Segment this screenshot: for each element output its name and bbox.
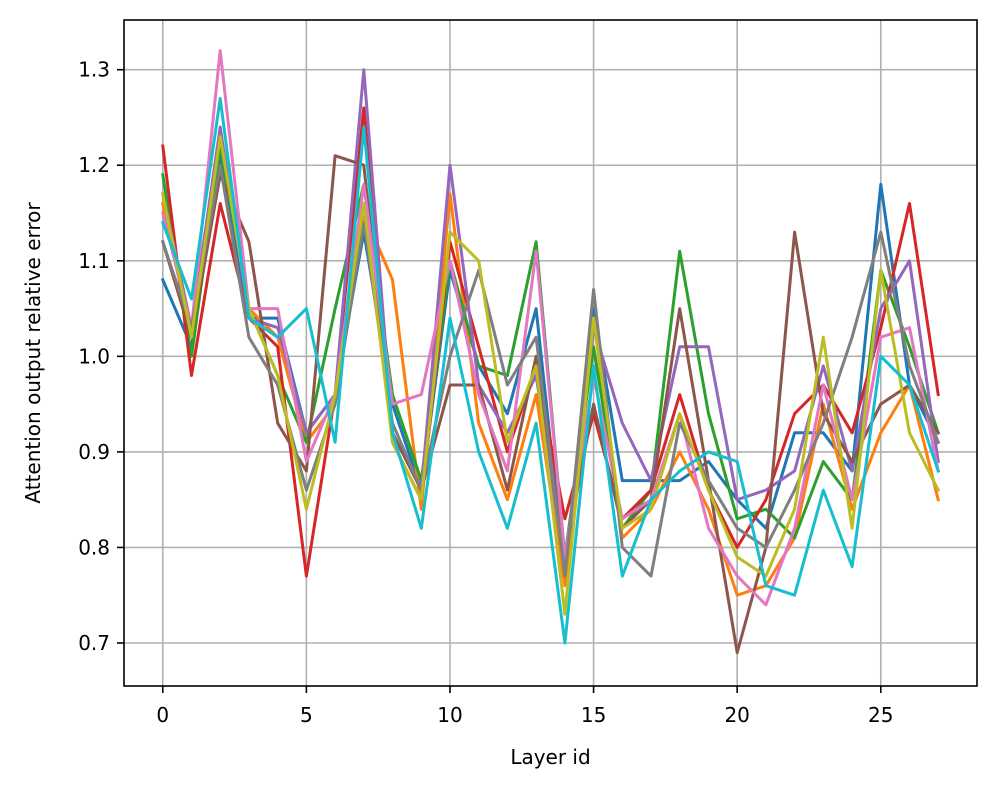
y-tick-label: 1.0 <box>78 344 110 368</box>
y-tick-label: 1.2 <box>78 153 110 177</box>
x-axis-label: Layer id <box>510 745 590 769</box>
series-line-10 <box>160 96 941 645</box>
x-axis: 0 5 10 15 20 25 <box>156 686 894 727</box>
plot-frame <box>123 19 978 687</box>
x-tick-label: 5 <box>300 703 313 727</box>
series-line-4 <box>161 106 940 578</box>
x-tick-label: 25 <box>868 703 893 727</box>
x-tick-label: 10 <box>437 703 462 727</box>
series-lines <box>160 49 941 655</box>
x-tick-label: 15 <box>581 703 606 727</box>
y-axis: 0.7 0.8 0.9 1.0 1.1 1.2 1.3 <box>78 58 124 655</box>
series-line-9 <box>161 135 941 616</box>
x-tick-label: 0 <box>156 703 169 727</box>
y-tick-label: 1.3 <box>78 58 110 82</box>
y-tick-label: 0.8 <box>78 535 110 559</box>
y-tick-label: 0.7 <box>78 631 110 655</box>
y-tick-label: 0.9 <box>78 440 110 464</box>
x-tick-label: 20 <box>724 703 749 727</box>
y-axis-label: Attention output relative error <box>21 202 45 504</box>
y-tick-label: 1.1 <box>78 249 110 273</box>
